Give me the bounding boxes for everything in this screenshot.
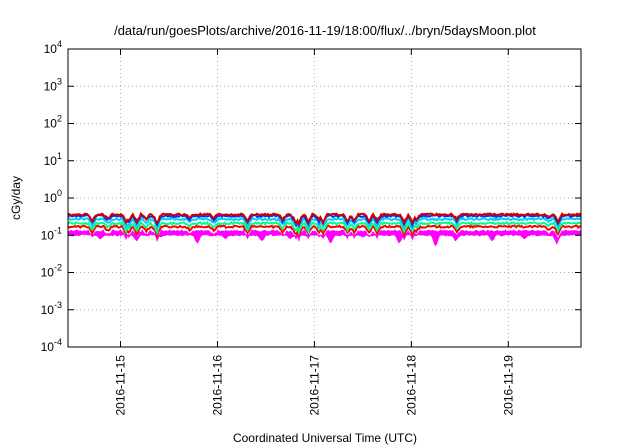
y-tick-base: 10	[44, 79, 58, 93]
y-tick-base: 10	[41, 228, 55, 242]
x-tick-label: 2016-11-16	[210, 355, 224, 416]
series-line	[68, 215, 581, 232]
y-tick-exponent: -4	[54, 337, 62, 347]
y-tick-base: 10	[44, 117, 58, 131]
y-tick-exponent: -2	[54, 263, 62, 273]
y-tick-label: 104	[44, 39, 62, 56]
y-tick-exponent: -1	[54, 225, 62, 235]
x-tick-label: 2016-11-18	[404, 355, 418, 416]
y-tick-exponent: 0	[57, 188, 62, 198]
y-tick-base: 10	[41, 340, 55, 354]
y-tick-exponent: 1	[57, 151, 62, 161]
chart-title: /data/run/goesPlots/archive/2016-11-19/1…	[114, 23, 536, 38]
y-tick-exponent: 4	[57, 39, 62, 49]
x-axis-label: Coordinated Universal Time (UTC)	[233, 431, 417, 445]
y-tick-base: 10	[44, 42, 58, 56]
y-axis-label: cGy/day	[9, 176, 23, 220]
series-line	[68, 211, 581, 228]
y-tick-base: 10	[44, 154, 58, 168]
y-tick-exponent: 2	[57, 114, 62, 124]
x-tick-label: 2016-11-19	[501, 355, 515, 416]
grid	[68, 49, 581, 347]
series-line	[68, 220, 581, 236]
x-tick-label: 2016-11-17	[307, 355, 321, 416]
y-tick-base: 10	[44, 191, 58, 205]
y-tick-base: 10	[41, 266, 55, 280]
y-tick-base: 10	[41, 303, 55, 317]
y-tick-label: 100	[44, 188, 62, 205]
y-tick-label: 101	[44, 151, 62, 168]
x-tick-label: 2016-11-15	[114, 355, 128, 416]
y-tick-label: 103	[44, 76, 62, 93]
series-area	[68, 229, 581, 247]
y-tick-label: 10-1	[41, 225, 62, 242]
y-tick-label: 10-4	[41, 337, 62, 354]
y-tick-label: 10-2	[41, 263, 62, 280]
y-tick-exponent: -3	[54, 300, 62, 310]
ticks: 10-410-310-210-11001011021031042016-11-1…	[41, 39, 581, 416]
series-layer	[68, 211, 581, 247]
series-line	[68, 224, 581, 240]
y-tick-label: 10-3	[41, 300, 62, 317]
y-tick-exponent: 3	[57, 76, 62, 86]
y-tick-label: 102	[44, 114, 62, 131]
